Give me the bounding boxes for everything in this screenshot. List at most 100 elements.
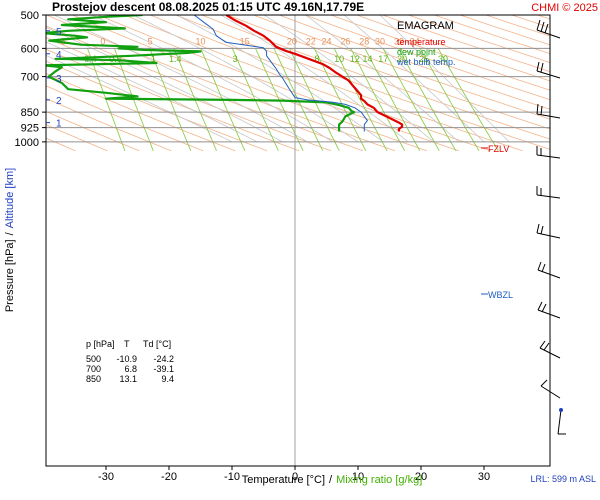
altitude-tick-label: 1 — [56, 119, 62, 130]
mixing-ratio-label: 8 — [315, 54, 320, 64]
dry-adiabat-label: 28 — [359, 36, 369, 46]
x-title-temperature: Temperature [°C] — [242, 474, 325, 486]
dry-adiabat — [46, 98, 172, 152]
dry-adiabat-label: 22 — [306, 36, 316, 46]
dry-adiabat — [46, 48, 300, 152]
dry-adiabat — [174, 15, 550, 150]
mixing-ratio-label: 1.4 — [169, 54, 182, 64]
wind-barb — [536, 103, 561, 119]
mixing-ratio-line — [113, 48, 154, 151]
dry-adiabat — [97, 15, 459, 152]
x-axis-title: Temperature [°C] / Mixing ratio [g/kg] — [242, 474, 423, 486]
dry-adiabat — [329, 15, 550, 91]
dry-adiabat — [252, 15, 550, 120]
dry-adiabat — [433, 15, 550, 55]
dry-adiabat-label: 26 — [340, 36, 350, 46]
table-header-td: Td [°C] — [143, 339, 171, 349]
table-cell: -39.1 — [153, 364, 174, 374]
legend-title: EMAGRAM — [397, 20, 454, 32]
dry-adiabat — [381, 15, 550, 73]
mixing-ratio-line — [350, 48, 406, 152]
temperature-line — [225, 15, 404, 132]
wind-barb — [536, 19, 561, 39]
mixing-ratio-line — [382, 48, 440, 152]
wind-barb — [537, 301, 561, 319]
dry-adiabat — [149, 15, 523, 152]
mixing-ratio-label: 3 — [233, 54, 238, 64]
moist-adiabat — [343, 15, 485, 143]
dry-adiabat — [46, 110, 140, 152]
mixing-ratio-line — [289, 48, 340, 152]
mixing-ratio-line — [437, 48, 499, 152]
wind-barb — [536, 223, 561, 239]
fzlv-label: FZLV — [488, 144, 509, 154]
mixing-ratio-line — [398, 48, 457, 152]
mixing-ratio-label: 17 — [378, 54, 388, 64]
x-tick-label: 30 — [478, 471, 490, 483]
mixing-ratio-line — [173, 48, 217, 151]
dry-adiabat — [278, 15, 550, 110]
dry-adiabat — [407, 15, 550, 63]
wind-barbs — [536, 19, 566, 435]
mixing-ratio-line — [333, 48, 388, 152]
profiles — [46, 15, 404, 132]
table-cell: 850 — [86, 374, 101, 384]
mixing-ratio-line — [364, 48, 421, 152]
wind-barb — [537, 261, 561, 279]
altitude-tick-label: 2 — [56, 96, 62, 107]
dry-adiabat — [355, 15, 550, 82]
table-cell: 500 — [86, 354, 101, 364]
dry-adiabat-label: 15 — [240, 36, 250, 46]
dry-adiabat — [46, 73, 236, 152]
dry-adiabat-label: 32 — [394, 36, 404, 46]
summary-table: p [hPa] T Td [°C] 500 -10.9 -24.2 700 6.… — [86, 339, 174, 384]
table-cell: -24.2 — [153, 354, 174, 364]
x-tick-label: 0 — [292, 471, 298, 483]
dry-adiabat-label: 20 — [287, 36, 297, 46]
dry-adiabat — [123, 15, 491, 152]
mixing-ratio-label: 20 — [397, 54, 407, 64]
y-title-altitude: Altitude [km] — [4, 168, 16, 229]
table-header-p: p [hPa] — [86, 339, 115, 349]
wind-barb — [539, 340, 561, 359]
dry-adiabat-label: 30 — [375, 36, 385, 46]
x-title-mixing-ratio: Mixing ratio [g/kg] — [336, 474, 422, 486]
mixing-ratio-line — [255, 48, 304, 151]
dry-adiabat — [46, 60, 268, 152]
altitude-tick-label: 5 — [56, 27, 62, 38]
dry-adiabat-label: 5 — [148, 36, 153, 46]
y-tick-label: 700 — [21, 72, 39, 84]
altitude-tick-label: 4 — [56, 50, 62, 61]
table-cell: 6.8 — [124, 364, 137, 374]
table-cell: -10.9 — [116, 354, 137, 364]
legend-item-dew-point: dew point — [397, 47, 436, 57]
mixing-ratio-line — [200, 48, 246, 151]
mixing-ratio-label: 1 — [151, 54, 156, 64]
legend-item-wet-bulb: wet bulb temp. — [396, 57, 456, 67]
moist-adiabat — [132, 15, 359, 143]
y-tick-label: 850 — [21, 107, 39, 119]
y-tick-label: 925 — [21, 123, 39, 135]
altitude-tick-label: 3 — [56, 74, 62, 85]
dry-adiabat-label: 34 — [410, 36, 420, 46]
dry-adiabat — [46, 85, 204, 152]
y-axis-title: Pressure [hPa]/Altitude [km] — [4, 168, 16, 312]
lrl-label: LRL: 599 m ASL — [530, 474, 596, 484]
moist-adiabat — [52, 15, 308, 143]
plot-frame — [45, 14, 551, 467]
wind-barb — [536, 146, 561, 159]
mixing-ratio-line — [231, 48, 279, 151]
x-tick-label: -30 — [98, 471, 114, 483]
y-tick-label: 500 — [21, 10, 39, 22]
dry-adiabat-label: 24 — [321, 36, 331, 46]
mixing-ratio-label: 30 — [438, 54, 448, 64]
x-tick-label: -10 — [224, 471, 240, 483]
mixing-ratio-line — [87, 48, 126, 151]
wind-barb — [557, 408, 566, 435]
mixing-ratio-line — [273, 48, 324, 151]
wind-barb — [536, 186, 561, 199]
moist-adiabat — [220, 15, 409, 143]
dew-point-line — [46, 15, 356, 132]
